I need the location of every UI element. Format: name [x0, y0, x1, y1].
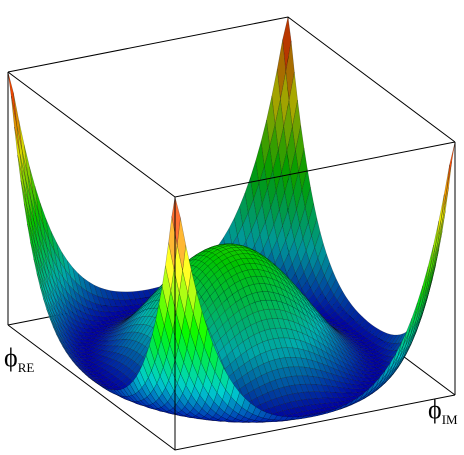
surface-patch — [446, 141, 456, 193]
surface-patch — [236, 392, 246, 408]
surface-patch — [273, 415, 284, 421]
axis-label-re: ϕRE — [4, 343, 34, 375]
surface-patch — [408, 302, 418, 334]
surface-patch — [333, 406, 343, 412]
surface-patch — [289, 416, 300, 421]
surface-patch — [209, 342, 219, 373]
surface-patch — [343, 400, 353, 408]
surface-patch — [413, 285, 423, 320]
surface-patch — [435, 194, 445, 245]
axis-label-im: ϕIM — [428, 395, 458, 427]
surface-patch — [311, 413, 321, 417]
surface-patch — [268, 414, 278, 421]
surface-patch — [338, 403, 348, 410]
surface — [7, 16, 456, 423]
surface-patch — [246, 402, 257, 415]
surface-patch — [392, 343, 402, 366]
surface-patch — [300, 415, 310, 419]
box-front — [7, 16, 456, 451]
surface-patch — [214, 355, 224, 382]
surface-patch — [193, 291, 203, 332]
surface-patch — [365, 383, 375, 396]
surface-patch — [225, 376, 235, 398]
surface-patch — [294, 415, 305, 420]
surface-patch — [387, 353, 396, 374]
